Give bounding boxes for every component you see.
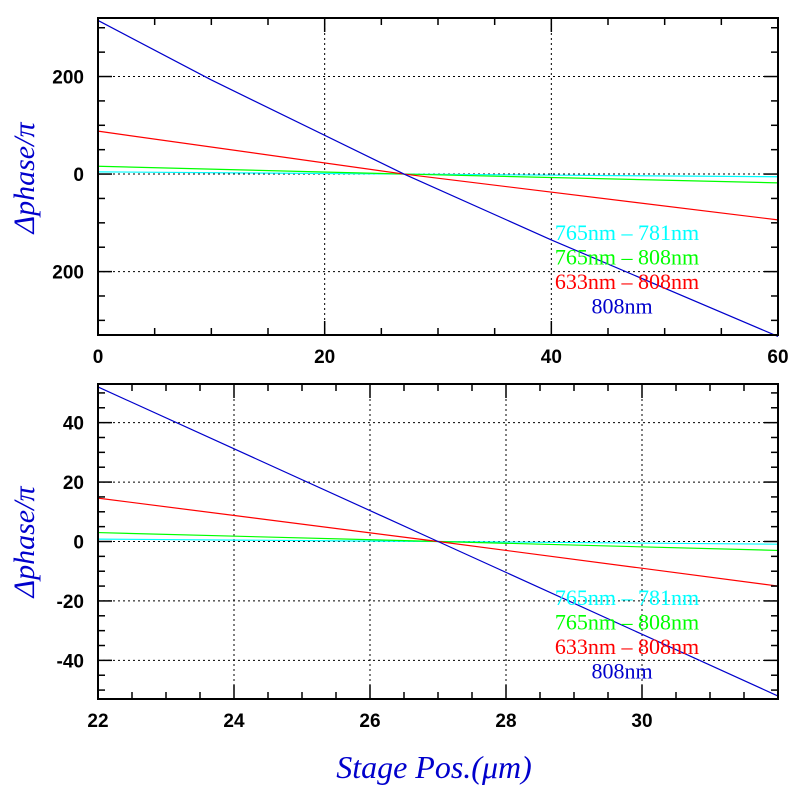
series-line xyxy=(97,19,779,338)
y-tick-label: 20 xyxy=(63,473,84,494)
legend-entry: 765nm – 808nm xyxy=(555,245,699,270)
plot-area xyxy=(97,19,779,338)
y-axis-label: Δphase/π xyxy=(8,122,41,235)
series-line xyxy=(97,386,779,697)
panel-2: 22 24 26 28 30 -40 -20 0 20 40 Δphase/π 765nm – 781… xyxy=(8,383,779,785)
y-tick-label: 40 xyxy=(63,414,84,435)
x-tick-label: 20 xyxy=(314,347,335,368)
x-tick-label: 0 xyxy=(93,347,104,368)
x-tick-label: 28 xyxy=(495,711,516,732)
x-tick-label: 30 xyxy=(631,711,652,732)
y-tick-label: -20 xyxy=(57,592,84,613)
x-tick-label: 22 xyxy=(87,711,108,732)
x-tick-label: 40 xyxy=(541,347,562,368)
plot-area xyxy=(97,386,779,697)
y-tick-label: 0 xyxy=(73,165,84,186)
legend-entry: 633nm – 808nm xyxy=(555,269,699,294)
legend-entry: 765nm – 808nm xyxy=(555,610,699,635)
panel-1: 0 20 40 60 200 0 200 Δphase/π 765nm – 781nm765nm… xyxy=(8,17,789,368)
legend-entry: 765nm – 781nm xyxy=(555,220,699,245)
y-axis-label: Δphase/π xyxy=(8,486,41,599)
x-tick-label: 60 xyxy=(767,347,788,368)
x-tick-label: 26 xyxy=(359,711,380,732)
x-tick-label: 24 xyxy=(223,711,245,732)
y-tick-label: 0 xyxy=(73,533,84,554)
legend-entry: 765nm – 781nm xyxy=(555,585,699,610)
legend-entry: 633nm – 808nm xyxy=(555,634,699,659)
x-axis-label: Stage Pos.(μm) xyxy=(336,749,532,785)
y-tick-label: 200 xyxy=(52,68,84,89)
y-tick-label: -40 xyxy=(57,651,84,672)
y-tick-label: 200 xyxy=(52,263,84,284)
legend-entry: 808nm xyxy=(591,294,652,319)
legend-entry: 808nm xyxy=(591,659,652,684)
